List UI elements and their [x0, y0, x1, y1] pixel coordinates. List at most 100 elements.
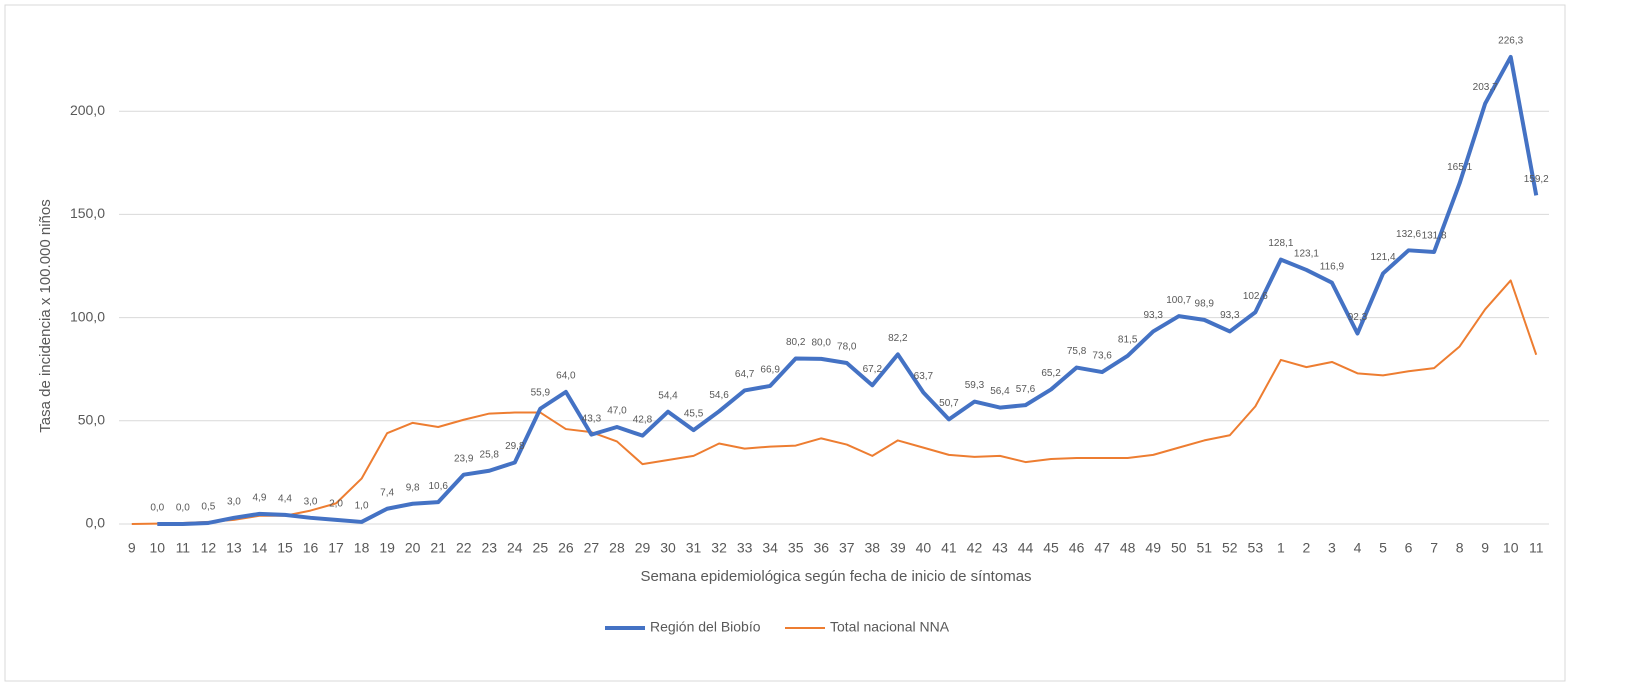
x-tick-label: 6: [1405, 540, 1413, 556]
x-tick-label: 43: [992, 540, 1008, 556]
data-label: 59,3: [965, 380, 985, 391]
x-tick-label: 4: [1354, 540, 1362, 556]
x-tick-label: 51: [1196, 540, 1212, 556]
x-tick-label: 16: [303, 540, 319, 556]
data-label: 100,7: [1166, 295, 1191, 306]
x-tick-label: 9: [1481, 540, 1489, 556]
data-label: 4,9: [252, 493, 266, 504]
data-label: 123,1: [1294, 249, 1319, 260]
x-tick-label: 33: [737, 540, 753, 556]
x-tick-label: 30: [660, 540, 676, 556]
x-tick-label: 44: [1018, 540, 1034, 556]
data-label: 81,5: [1118, 334, 1138, 345]
x-tick-label: 45: [1043, 540, 1059, 556]
data-label: 116,9: [1320, 261, 1345, 272]
data-label: 82,2: [888, 333, 908, 344]
y-axis-label: Tasa de incidencia x 100.000 niños: [37, 199, 54, 433]
x-tick-label: 42: [967, 540, 983, 556]
series-line: [131, 279, 1538, 525]
data-label: 92,3: [1348, 312, 1368, 323]
x-tick-label: 49: [1145, 540, 1161, 556]
x-tick-label: 22: [456, 540, 472, 556]
data-label: 78,0: [837, 342, 857, 353]
data-label: 50,7: [939, 398, 959, 409]
data-label: 56,4: [990, 386, 1010, 397]
data-label: 7,4: [380, 487, 394, 498]
data-label: 10,6: [428, 481, 448, 492]
data-label: 45,5: [684, 409, 704, 420]
data-label: 93,3: [1220, 310, 1240, 321]
legend-label: Total nacional NNA: [830, 619, 950, 635]
data-label: 4,4: [278, 494, 292, 505]
x-tick-label: 8: [1456, 540, 1464, 556]
data-label: 57,6: [1016, 384, 1036, 395]
x-tick-label: 1: [1277, 540, 1285, 556]
data-label: 64,0: [556, 371, 576, 382]
x-tick-label: 52: [1222, 540, 1238, 556]
series-line: [157, 54, 1539, 526]
x-tick-label: 28: [609, 540, 625, 556]
y-tick-label: 0,0: [86, 515, 106, 531]
x-tick-label: 14: [252, 540, 268, 556]
data-label: 0,5: [201, 502, 215, 513]
data-label: 93,3: [1143, 310, 1163, 321]
data-label: 66,9: [760, 365, 780, 376]
x-tick-label: 25: [533, 540, 549, 556]
data-label: 131,8: [1422, 231, 1447, 242]
data-label: 159,2: [1524, 174, 1549, 185]
x-tick-label: 11: [1529, 540, 1544, 556]
data-label: 67,2: [863, 364, 883, 375]
x-tick-label: 3: [1328, 540, 1336, 556]
x-tick-label: 10: [1503, 540, 1519, 556]
x-tick-label: 39: [890, 540, 906, 556]
x-tick-label: 19: [379, 540, 395, 556]
x-tick-label: 53: [1248, 540, 1264, 556]
x-tick-label: 15: [277, 540, 293, 556]
x-tick-label: 48: [1120, 540, 1136, 556]
data-label: 121,4: [1371, 252, 1396, 263]
y-tick-label: 200,0: [70, 102, 105, 118]
x-tick-label: 17: [328, 540, 344, 556]
data-label: 9,8: [406, 482, 420, 493]
x-tick-label: 13: [226, 540, 242, 556]
x-tick-label: 5: [1379, 540, 1387, 556]
x-tick-label: 21: [430, 540, 446, 556]
x-axis-label: Semana epidemiológica según fecha de ini…: [640, 568, 1031, 585]
x-tick-label: 41: [941, 540, 957, 556]
data-label: 75,8: [1067, 346, 1087, 357]
data-label: 23,9: [454, 453, 474, 464]
x-tick-label: 31: [686, 540, 702, 556]
legend-label: Región del Biobío: [650, 619, 761, 635]
data-label: 128,1: [1268, 238, 1293, 249]
x-tick-label: 40: [916, 540, 932, 556]
data-label: 73,6: [1092, 351, 1112, 362]
x-tick-label: 20: [405, 540, 421, 556]
x-tick-label: 11: [176, 540, 191, 556]
x-tick-label: 18: [354, 540, 370, 556]
x-tick-label: 29: [635, 540, 651, 556]
data-label: 102,6: [1243, 291, 1268, 302]
x-tick-label: 12: [201, 540, 217, 556]
data-label: 25,8: [480, 449, 500, 460]
data-label: 2,0: [329, 499, 343, 510]
y-tick-label: 150,0: [70, 205, 105, 221]
data-label: 165,1: [1447, 162, 1472, 173]
x-tick-label: 24: [507, 540, 523, 556]
x-tick-label: 34: [762, 540, 778, 556]
data-label: 132,6: [1396, 229, 1421, 240]
data-label: 3,0: [227, 496, 241, 507]
x-tick-label: 10: [150, 540, 166, 556]
data-label: 80,2: [786, 337, 806, 348]
y-tick-label: 100,0: [70, 308, 105, 324]
data-label: 98,9: [1195, 299, 1215, 310]
data-label: 65,2: [1041, 368, 1061, 379]
data-label: 0,0: [150, 503, 164, 514]
data-label: 42,8: [633, 414, 653, 425]
x-tick-label: 50: [1171, 540, 1187, 556]
data-label: 54,6: [709, 390, 729, 401]
x-tick-label: 32: [711, 540, 727, 556]
x-tick-label: 46: [1069, 540, 1085, 556]
x-tick-label: 23: [481, 540, 497, 556]
x-tick-label: 26: [558, 540, 574, 556]
